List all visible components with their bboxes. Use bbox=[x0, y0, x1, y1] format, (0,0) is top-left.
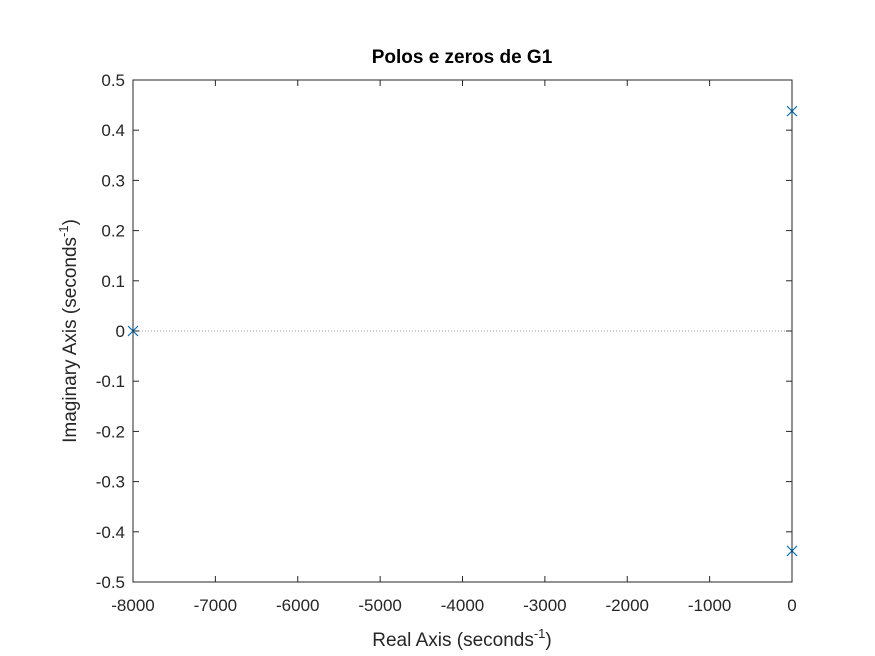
x-tick-label: -1000 bbox=[688, 596, 731, 615]
y-axis-title-sup: -1 bbox=[56, 225, 71, 237]
y-tick-label: 0.4 bbox=[101, 121, 125, 140]
y-axis-title: Imaginary Axis (seconds-1) bbox=[56, 219, 81, 443]
x-tick-label: -4000 bbox=[441, 596, 484, 615]
y-tick-label: -0.3 bbox=[96, 473, 125, 492]
zero-line-layer bbox=[133, 80, 793, 582]
plot-area bbox=[133, 80, 792, 582]
x-tick-label: -6000 bbox=[276, 596, 319, 615]
chart-title: Polos e zeros de G1 bbox=[372, 47, 553, 68]
y-tick-label: 0 bbox=[116, 322, 125, 341]
plot-border bbox=[132, 79, 793, 583]
x-tick-label: 0 bbox=[787, 596, 796, 615]
y-tick-label: 0.1 bbox=[101, 272, 125, 291]
y-axis-title-end: ) bbox=[60, 219, 81, 225]
x-tick-labels: -8000 -7000 -6000 -5000 -4000 -3000 -2000 -1000… bbox=[111, 596, 796, 615]
x-tick-label: -7000 bbox=[194, 596, 237, 615]
y-tick-label: 0.2 bbox=[101, 222, 125, 241]
x-axis-title-main: Real Axis (seconds bbox=[372, 630, 534, 651]
y-tick-label: -0.5 bbox=[96, 573, 125, 592]
x-tick-label: -8000 bbox=[111, 596, 154, 615]
x-tick-label: -2000 bbox=[606, 596, 649, 615]
x-axis-title-sup: -1 bbox=[534, 626, 546, 641]
y-tick-labels: -0.5 -0.4 -0.3 -0.2 -0.1 0 0.1 0.2 0.3 0.4 0.5 bbox=[96, 71, 125, 592]
y-tick-label: -0.1 bbox=[96, 372, 125, 391]
y-tick-label: 0.3 bbox=[101, 171, 125, 190]
x-tick-label: -3000 bbox=[523, 596, 566, 615]
x-axis-title-end: ) bbox=[545, 630, 551, 651]
x-tick-label: -5000 bbox=[358, 596, 401, 615]
y-tick-label: 0.5 bbox=[101, 71, 125, 90]
y-tick-label: -0.2 bbox=[96, 422, 125, 441]
x-axis-title: Real Axis (seconds-1) bbox=[372, 626, 551, 651]
y-axis-title-main: Imaginary Axis (seconds bbox=[60, 237, 81, 443]
y-tick-label: -0.4 bbox=[96, 523, 125, 542]
